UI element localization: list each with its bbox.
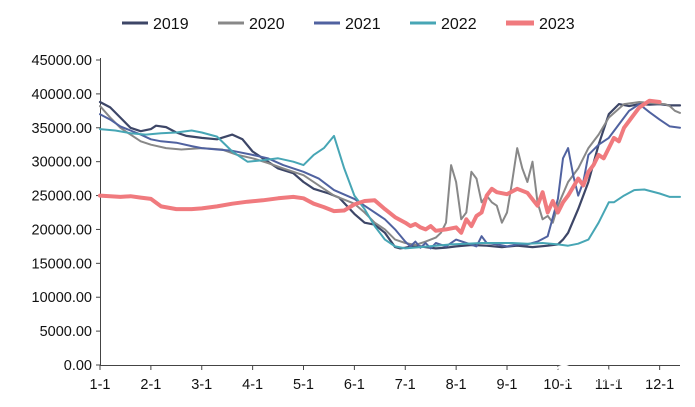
series-line-2019 bbox=[98, 100, 682, 250]
y-tick-label: 5000.00 bbox=[40, 324, 92, 340]
y-tick-label: 20000.00 bbox=[32, 222, 92, 238]
x-tick-label: 6-1 bbox=[344, 377, 365, 393]
legend-label-2022: 2022 bbox=[441, 16, 477, 33]
legend-label-2019: 2019 bbox=[153, 16, 189, 33]
y-tick-label: 45000.00 bbox=[32, 53, 92, 69]
wechat-logo-icon bbox=[555, 364, 581, 385]
y-tick-label: 40000.00 bbox=[32, 87, 92, 103]
x-tick-label: 11-1 bbox=[595, 377, 623, 393]
x-tick-label: 3-1 bbox=[191, 377, 212, 393]
legend-label-2021: 2021 bbox=[345, 16, 381, 33]
x-tick-label: 5-1 bbox=[293, 377, 314, 393]
y-tick-label: 30000.00 bbox=[32, 155, 92, 171]
x-tick-label: 4-1 bbox=[242, 377, 263, 393]
x-tick-label: 8-1 bbox=[446, 377, 467, 393]
legend-label-2023: 2023 bbox=[539, 16, 575, 33]
x-axis-ticks: 1-1 2-1 3-1 4-1 5-1 6-1 7-1 8-1 9-1 10-1 11-1 12-1 bbox=[90, 365, 674, 393]
series-line-2021 bbox=[99, 103, 681, 250]
x-tick-label: 1-1 bbox=[90, 377, 111, 393]
watermark-text: 黑金新视野 bbox=[585, 367, 658, 384]
x-tick-label: 2-1 bbox=[140, 377, 161, 393]
legend: 2019 2020 2021 2022 2023 bbox=[122, 16, 575, 33]
y-tick-label: 35000.00 bbox=[32, 121, 92, 137]
watermark: 黑金新视野 bbox=[555, 364, 658, 385]
y-tick-label: 25000.00 bbox=[32, 189, 92, 205]
x-tick-label: 12-1 bbox=[645, 377, 674, 393]
series-lines bbox=[98, 98, 682, 250]
legend-label-2020: 2020 bbox=[249, 16, 285, 33]
series-line-2022 bbox=[99, 128, 681, 250]
x-tick-label: 10-1 bbox=[543, 377, 572, 393]
y-tick-label: 10000.00 bbox=[32, 290, 92, 306]
x-tick-label: 7-1 bbox=[395, 377, 416, 393]
x-tick-label: 9-1 bbox=[497, 377, 518, 393]
y-tick-label: 0.00 bbox=[64, 358, 92, 374]
series-line-2023 bbox=[98, 98, 662, 235]
y-axis-ticks: 0.00 5000.00 10000.00 15000.00 20000.00 25000… bbox=[32, 53, 100, 374]
axes: 0.00 5000.00 10000.00 15000.00 20000.00 25000… bbox=[32, 53, 680, 393]
y-tick-label: 15000.00 bbox=[32, 256, 92, 272]
